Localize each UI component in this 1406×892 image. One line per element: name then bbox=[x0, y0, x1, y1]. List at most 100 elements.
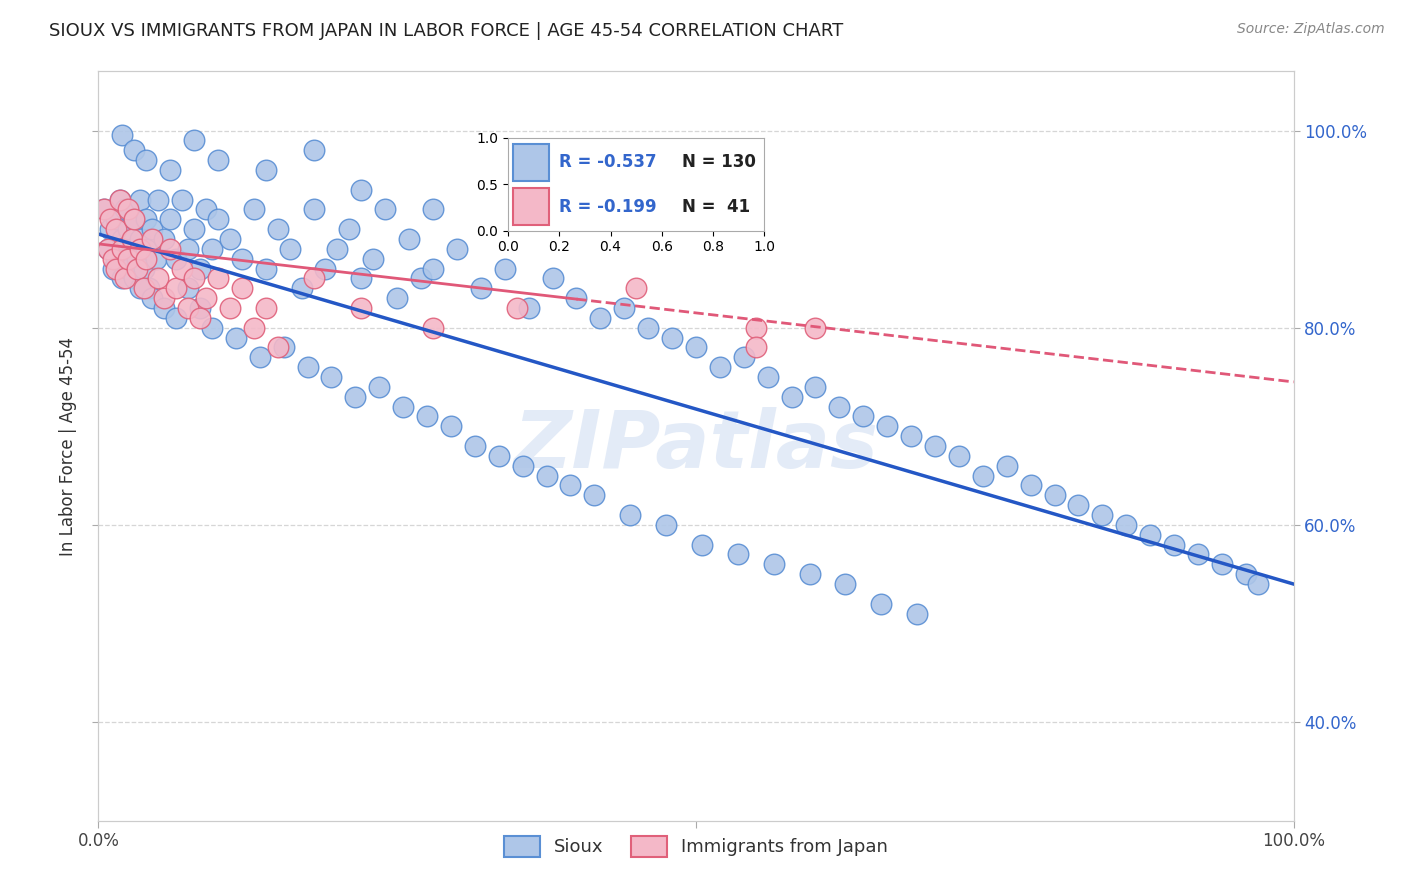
Point bbox=[315, 261, 337, 276]
Point bbox=[121, 232, 143, 246]
Point bbox=[876, 419, 898, 434]
Point bbox=[159, 163, 181, 178]
Point bbox=[1043, 488, 1066, 502]
Point bbox=[1247, 577, 1270, 591]
Point bbox=[709, 360, 731, 375]
Point bbox=[207, 271, 229, 285]
Point bbox=[159, 212, 181, 227]
Point bbox=[637, 320, 659, 334]
Point bbox=[254, 301, 277, 315]
Point bbox=[124, 143, 146, 157]
Point bbox=[350, 183, 373, 197]
Point bbox=[195, 202, 218, 217]
Point bbox=[165, 281, 187, 295]
Point bbox=[368, 380, 391, 394]
Point bbox=[183, 222, 205, 236]
Point bbox=[344, 390, 367, 404]
Point bbox=[243, 320, 266, 334]
Point bbox=[1234, 567, 1257, 582]
Point bbox=[98, 222, 122, 236]
Point bbox=[488, 449, 510, 463]
Point bbox=[446, 242, 468, 256]
Point bbox=[560, 478, 582, 492]
Point bbox=[135, 153, 157, 167]
Point bbox=[1091, 508, 1114, 522]
Point bbox=[1067, 498, 1090, 512]
Point bbox=[125, 252, 148, 266]
Point bbox=[231, 281, 253, 295]
Point bbox=[254, 163, 277, 178]
Point bbox=[350, 301, 373, 315]
Point bbox=[512, 458, 534, 473]
Point bbox=[374, 202, 396, 217]
Point bbox=[541, 271, 564, 285]
Point bbox=[619, 508, 641, 522]
Point bbox=[183, 271, 205, 285]
Point bbox=[780, 390, 803, 404]
Text: R = -0.199: R = -0.199 bbox=[560, 197, 657, 216]
Point bbox=[494, 261, 516, 276]
Point bbox=[506, 301, 529, 315]
Bar bbox=[513, 144, 550, 180]
Point bbox=[385, 291, 409, 305]
Point bbox=[124, 271, 146, 285]
Point bbox=[105, 222, 128, 236]
Point bbox=[302, 143, 325, 157]
Point bbox=[129, 242, 152, 256]
Point bbox=[440, 419, 463, 434]
Point bbox=[111, 242, 134, 256]
Point bbox=[101, 261, 124, 276]
Point bbox=[124, 212, 146, 227]
Point bbox=[153, 232, 176, 246]
Point bbox=[121, 242, 143, 256]
Point bbox=[132, 281, 155, 295]
Point bbox=[219, 232, 242, 246]
Point bbox=[517, 301, 540, 315]
Point bbox=[172, 193, 194, 207]
Point bbox=[188, 261, 211, 276]
Point bbox=[138, 281, 160, 295]
Point bbox=[93, 202, 115, 217]
Point bbox=[141, 222, 163, 236]
Point bbox=[1211, 558, 1233, 572]
Point bbox=[661, 330, 683, 344]
Point bbox=[114, 202, 136, 217]
Point bbox=[207, 212, 229, 227]
Point bbox=[125, 261, 148, 276]
Point bbox=[98, 212, 122, 227]
Point bbox=[363, 252, 385, 266]
Point bbox=[745, 320, 768, 334]
Point bbox=[685, 340, 707, 354]
Point bbox=[1139, 527, 1161, 541]
Point bbox=[153, 291, 176, 305]
Point bbox=[995, 458, 1018, 473]
Point bbox=[411, 271, 433, 285]
Point bbox=[828, 400, 851, 414]
Point bbox=[302, 202, 325, 217]
Point bbox=[1163, 538, 1185, 552]
Point bbox=[135, 242, 157, 256]
Point bbox=[129, 281, 152, 295]
Point bbox=[626, 281, 648, 295]
Point bbox=[141, 291, 163, 305]
Point bbox=[900, 429, 922, 443]
Text: N =  41: N = 41 bbox=[682, 197, 751, 216]
Point bbox=[655, 517, 678, 532]
Point bbox=[93, 202, 115, 217]
Point bbox=[470, 281, 492, 295]
Point bbox=[135, 212, 157, 227]
Point bbox=[177, 242, 200, 256]
Point bbox=[799, 567, 821, 582]
Point bbox=[762, 558, 785, 572]
Point bbox=[254, 261, 277, 276]
Point bbox=[105, 261, 128, 276]
Point bbox=[690, 538, 713, 552]
Point bbox=[177, 301, 200, 315]
Point bbox=[111, 232, 134, 246]
Point bbox=[243, 202, 266, 217]
Point bbox=[745, 340, 768, 354]
Point bbox=[326, 242, 349, 256]
Point bbox=[159, 242, 181, 256]
Point bbox=[756, 370, 779, 384]
Point bbox=[148, 271, 170, 285]
